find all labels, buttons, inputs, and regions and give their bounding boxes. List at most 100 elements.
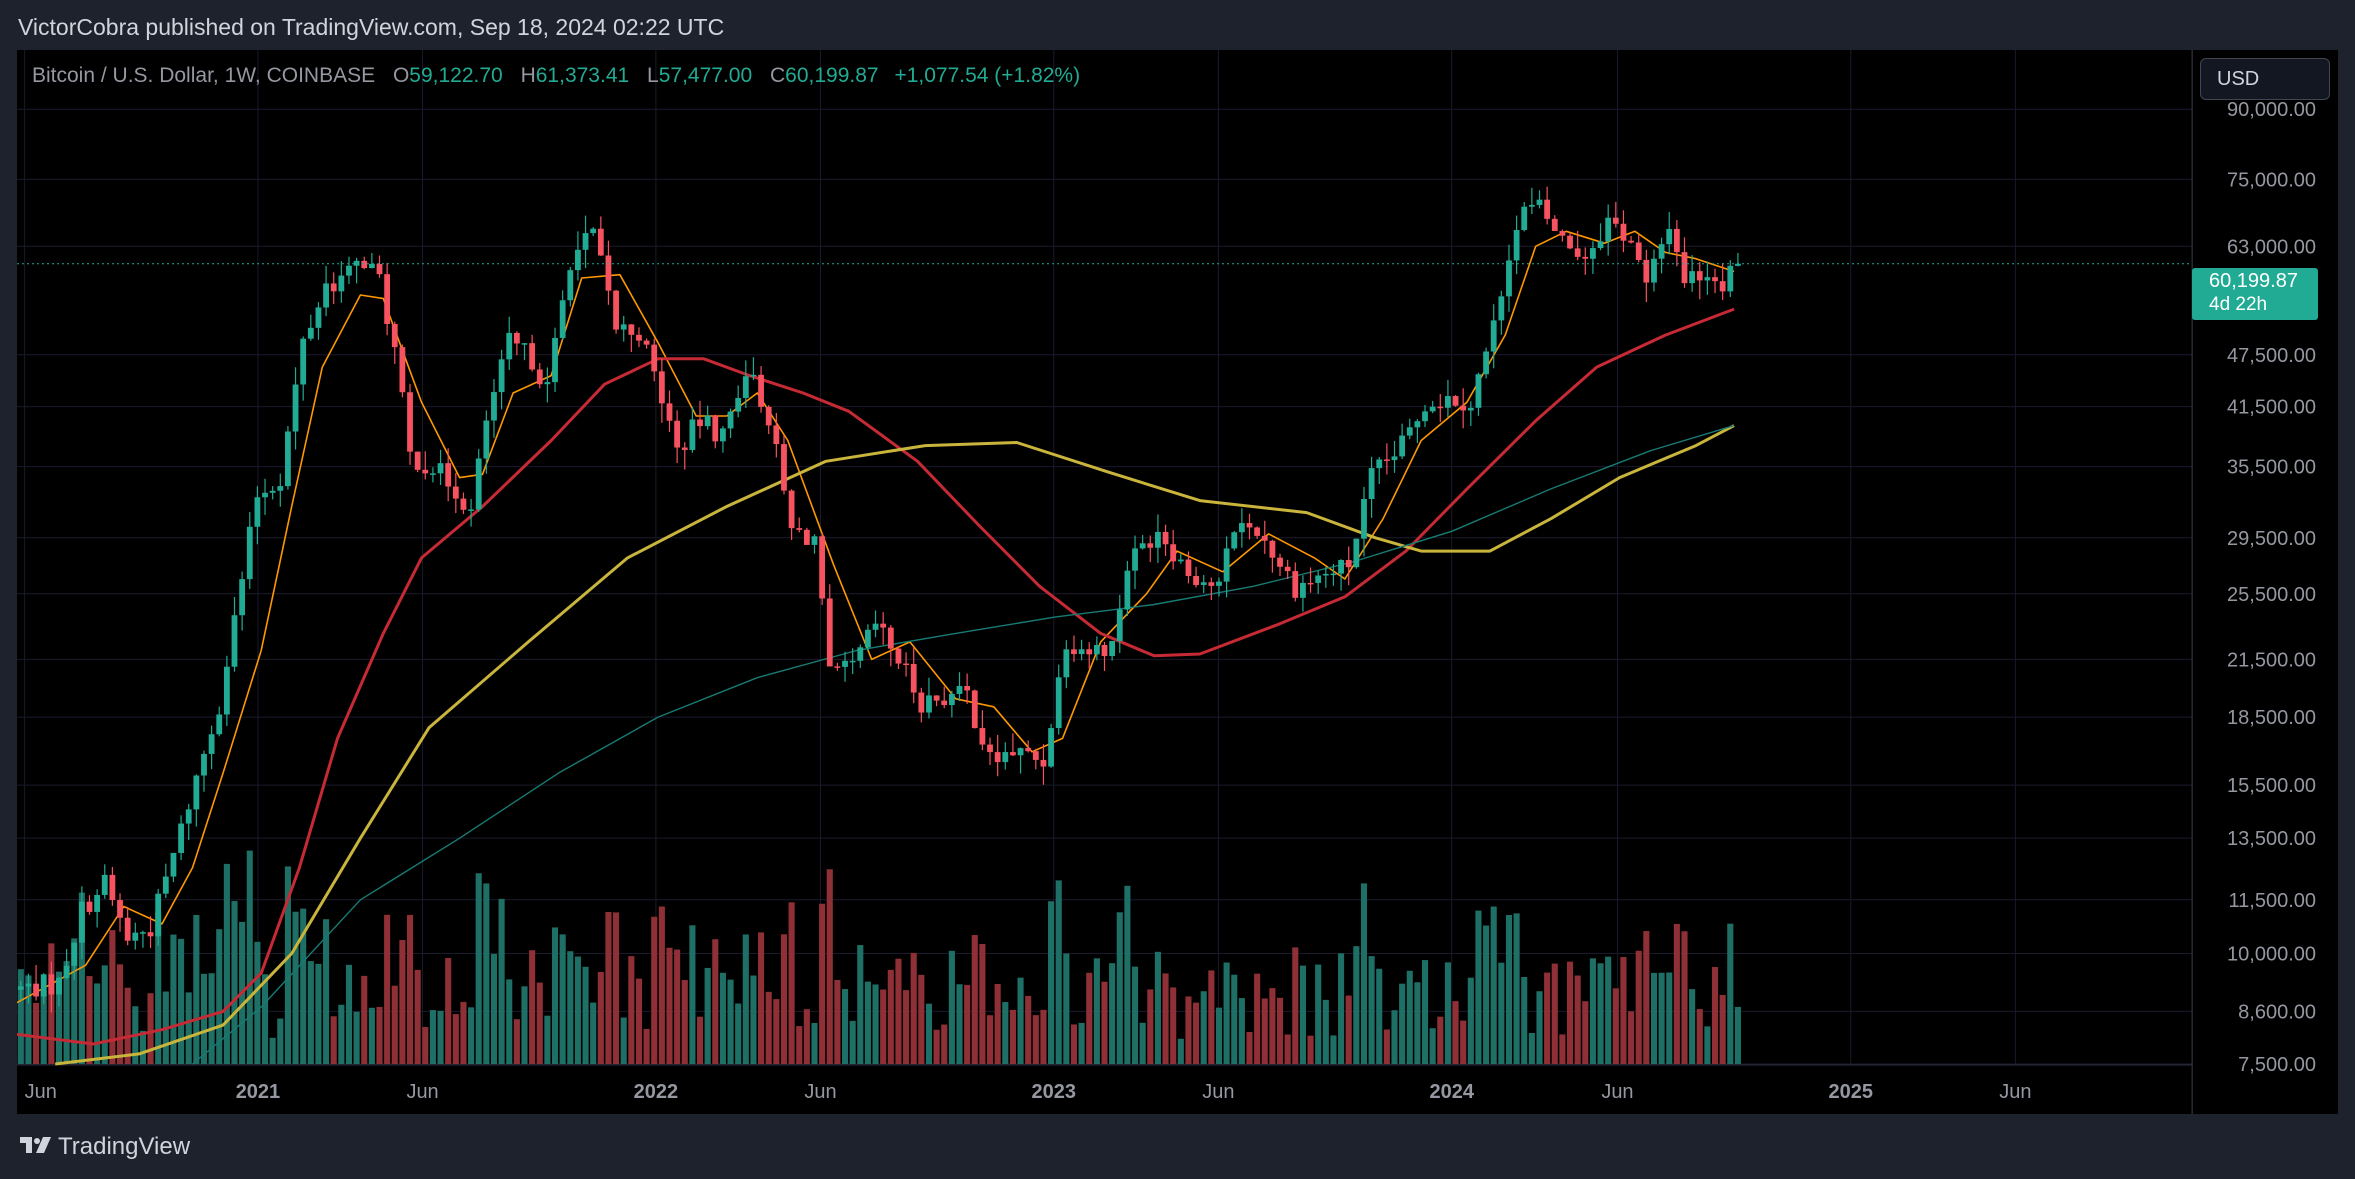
candle-body: [468, 509, 474, 511]
candle-body: [1315, 575, 1322, 583]
volume-bar: [1429, 1028, 1436, 1064]
candle-body: [1071, 649, 1077, 655]
volume-bar: [986, 1015, 994, 1064]
candle-body: [1467, 407, 1474, 411]
legend-close: 60,199.87: [785, 64, 879, 87]
volume-bar: [1330, 1035, 1337, 1064]
volume-bar: [941, 1024, 948, 1064]
x-tick-label: Jun: [25, 1081, 57, 1103]
currency-selector[interactable]: USD: [2200, 58, 2330, 100]
last-price-value: 60,199.87: [2209, 270, 2298, 292]
candle-body: [1063, 649, 1070, 678]
candle-body: [1368, 468, 1375, 499]
candle-body: [529, 343, 536, 370]
volume-bar: [490, 953, 498, 1064]
candle-body: [193, 775, 200, 810]
price-axis[interactable]: [2193, 50, 2338, 1114]
candle-body: [1093, 644, 1100, 655]
candle-body: [414, 451, 421, 470]
candle-body: [71, 942, 78, 966]
candle-body: [605, 255, 612, 291]
volume-bar: [605, 912, 612, 1064]
candle-body: [1361, 498, 1367, 539]
candle-body: [399, 347, 406, 393]
volume-bar: [887, 969, 894, 1064]
candle-body: [33, 983, 39, 997]
volume-bar: [567, 951, 574, 1064]
candle-body: [872, 623, 879, 630]
volume-bar: [643, 1028, 650, 1064]
volume-bar: [475, 873, 482, 1064]
candle-body: [1574, 248, 1581, 257]
x-tick-label: Jun: [406, 1081, 438, 1103]
candle-body: [552, 337, 558, 383]
volume-bar: [1566, 961, 1574, 1064]
candle-body: [239, 579, 246, 616]
volume-bar: [1681, 931, 1688, 1064]
candle-body: [956, 686, 963, 694]
y-tick-label: 7,500.00: [2238, 1054, 2316, 1076]
candle-body: [1513, 229, 1520, 261]
candle-body: [681, 447, 688, 450]
volume-bar: [1719, 994, 1726, 1064]
tradingview-logo-icon: [20, 1137, 51, 1153]
candle-body: [109, 874, 116, 901]
candle-body: [452, 486, 459, 499]
volume-bar: [1215, 1007, 1223, 1064]
legend-symbol: Bitcoin / U.S. Dollar, 1W, COINBASE: [32, 64, 376, 87]
volume-bar: [796, 1026, 803, 1064]
candle-body: [887, 627, 894, 649]
candle-body: [506, 332, 513, 360]
x-tick-label: Jun: [1601, 1081, 1633, 1103]
volume-bar: [1131, 966, 1139, 1064]
volume-bar: [536, 982, 543, 1064]
grid: [17, 50, 2193, 1114]
volume-bar: [1109, 963, 1116, 1064]
candle-body: [575, 249, 581, 271]
volume-bar: [1017, 977, 1024, 1064]
volume-bar: [216, 929, 223, 1064]
candle-body: [246, 526, 253, 580]
legend-low-key: L: [647, 64, 659, 87]
candle-body: [1414, 421, 1421, 428]
volume-bar: [628, 956, 635, 1064]
volume-bar: [445, 958, 452, 1064]
volume-bar: [1551, 963, 1558, 1064]
candle-body: [750, 374, 757, 377]
candle-body: [277, 486, 284, 491]
volume-bar: [895, 958, 902, 1064]
volume-bar: [704, 967, 711, 1064]
candle-body: [1696, 271, 1703, 281]
candle-body: [712, 415, 719, 442]
y-tick-label: 10,000.00: [2227, 943, 2316, 965]
volume-bar: [1536, 991, 1543, 1064]
candle-body: [781, 444, 787, 491]
candle-body: [1620, 223, 1627, 241]
candle-body: [25, 983, 32, 987]
volume-bar: [94, 983, 101, 1064]
volume-bar: [55, 971, 63, 1064]
candle-body: [1628, 240, 1634, 243]
volume-bar: [948, 950, 955, 1064]
candle-body: [1651, 258, 1657, 283]
candle-body: [773, 425, 780, 445]
candle-body: [1193, 576, 1199, 586]
volume-bar: [979, 943, 986, 1064]
candle-body: [94, 894, 101, 912]
chart-pane[interactable]: [17, 50, 2192, 1115]
volume-bar: [1193, 1002, 1200, 1064]
volume-bar: [40, 990, 47, 1064]
candle-body: [559, 300, 566, 338]
volume-bar: [956, 984, 963, 1064]
volume-bar: [1559, 1034, 1566, 1064]
volume-bar: [384, 914, 391, 1064]
volume-bar: [651, 916, 658, 1064]
candle-body: [819, 536, 826, 599]
volume-bar: [1101, 981, 1108, 1064]
candle-body: [742, 376, 749, 398]
candle-body: [1452, 396, 1459, 406]
legend-low: 57,477.00: [658, 64, 753, 87]
candle-body: [1536, 199, 1543, 205]
candle-body: [971, 690, 978, 729]
